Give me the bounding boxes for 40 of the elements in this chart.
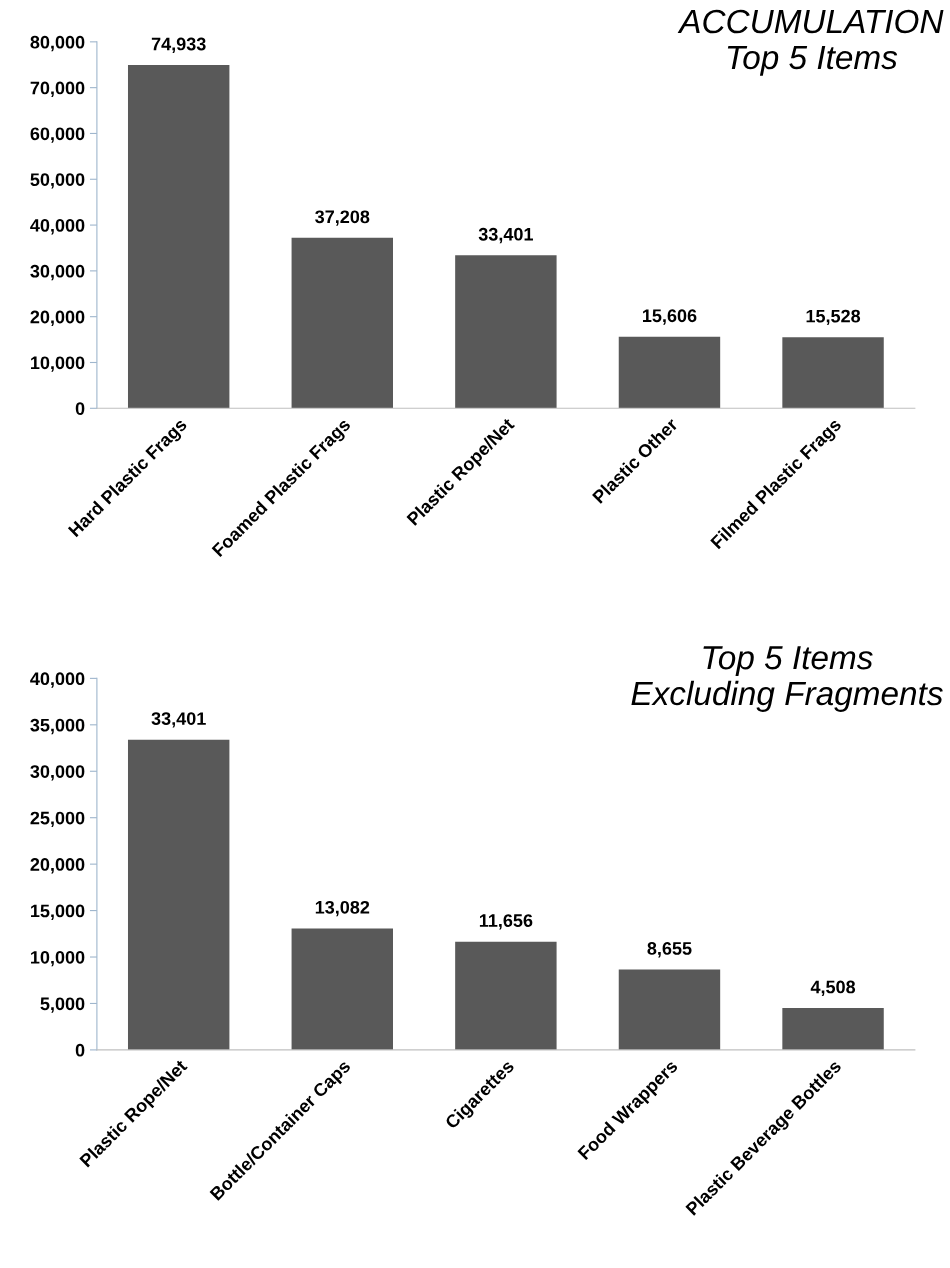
y-tick-label: 35,000 xyxy=(30,718,85,735)
y-tick-label: 0 xyxy=(75,402,85,416)
chart-title: ACCUMULATION Top 5 Items xyxy=(677,9,944,76)
data-label: 33,401 xyxy=(478,227,533,244)
y-tick-label: 5,000 xyxy=(40,997,85,1013)
y-tick-label: 80,000 xyxy=(30,35,85,52)
data-label: 11,656 xyxy=(479,914,533,930)
y-tick-label: 70,000 xyxy=(30,81,85,97)
bar xyxy=(782,337,884,409)
bar xyxy=(455,941,557,1050)
bar xyxy=(455,255,557,409)
chart-title: Top 5 Items Excluding Fragments xyxy=(631,646,943,712)
data-label: 13,082 xyxy=(315,900,370,917)
y-tick-label: 30,000 xyxy=(30,264,85,281)
data-label: 15,606 xyxy=(642,309,697,325)
data-label: 8,655 xyxy=(647,942,692,958)
bar xyxy=(618,969,721,1050)
data-label: 33,401 xyxy=(151,712,206,728)
y-tick-label: 20,000 xyxy=(30,310,85,327)
bar xyxy=(291,928,393,1050)
bar xyxy=(782,1008,884,1050)
y-tick-label: 60,000 xyxy=(30,127,85,143)
y-tick-label: 40,000 xyxy=(30,672,85,688)
y-tick-label: 25,000 xyxy=(30,811,85,828)
bar xyxy=(127,739,230,1050)
bar xyxy=(618,336,721,409)
y-tick-label: 20,000 xyxy=(30,858,85,874)
y-tick-label: 15,000 xyxy=(31,904,85,920)
data-label: 37,208 xyxy=(315,210,370,226)
data-label: 15,528 xyxy=(806,309,861,326)
y-tick-label: 50,000 xyxy=(30,173,85,189)
y-tick-label: 0 xyxy=(75,1043,85,1057)
data-label: 74,933 xyxy=(151,37,206,53)
y-tick-label: 40,000 xyxy=(30,219,85,235)
y-tick-label: 30,000 xyxy=(30,765,85,781)
y-tick-label: 10,000 xyxy=(31,356,85,372)
data-label: 4,508 xyxy=(810,980,856,996)
bar xyxy=(291,237,393,409)
bar xyxy=(127,65,230,409)
y-tick-label: 10,000 xyxy=(31,950,85,967)
